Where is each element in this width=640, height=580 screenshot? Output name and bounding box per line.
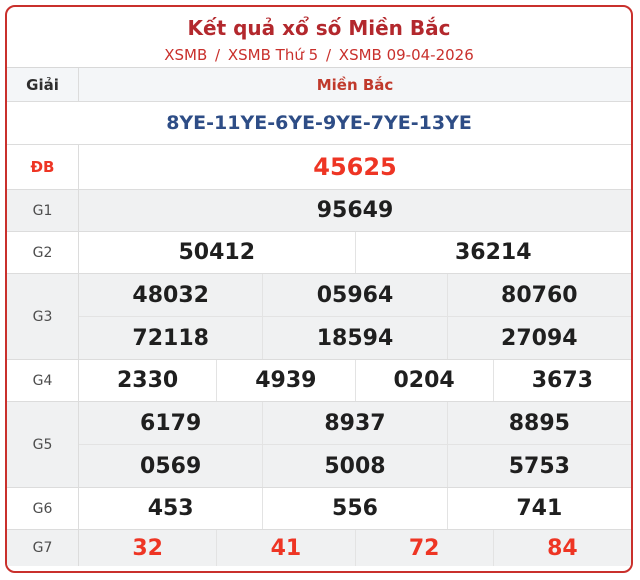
- prize-row-g5: G5 6179 8937 8895 0569 5008 5753: [7, 402, 631, 488]
- prize-label-g4: G4: [7, 360, 79, 401]
- breadcrumb-link-xsmb-date[interactable]: XSMB 09-04-2026: [338, 46, 474, 64]
- breadcrumb-separator: /: [325, 46, 332, 64]
- prize-number: 72: [356, 530, 494, 566]
- prize-label-g3: G3: [7, 274, 79, 359]
- prize-number: 0204: [356, 360, 494, 401]
- prize-number: 5753: [508, 453, 570, 479]
- prize-row-g7: G7 32 41 72 84: [7, 530, 631, 566]
- prize-number: 3673: [531, 368, 593, 393]
- prize-number: 36214: [454, 240, 532, 265]
- breadcrumb: XSMB / XSMB Thứ 5 / XSMB 09-04-2026: [7, 45, 631, 65]
- prize-number: 50412: [79, 232, 356, 273]
- prize-number: 453: [79, 488, 264, 529]
- prize-row-db: ĐB 45625: [7, 145, 631, 190]
- page-title: Kết quả xổ số Miền Bắc: [187, 16, 451, 40]
- column-header-giai: Giải: [7, 68, 79, 101]
- prize-number: 27094: [501, 325, 578, 351]
- results-header: Kết quả xổ số Miền Bắc XSMB / XSMB Thứ 5…: [7, 7, 631, 67]
- prize-number: 5008: [263, 445, 448, 487]
- prize-number: 48032: [79, 274, 264, 316]
- column-header-region: Miền Bắc: [316, 75, 394, 94]
- prize-number: 05964: [263, 274, 448, 316]
- prize-number: 6179: [79, 402, 264, 444]
- prize-number: 741: [516, 496, 563, 521]
- prize-label-g7: G7: [7, 530, 79, 566]
- breadcrumb-separator: /: [215, 46, 221, 64]
- prize-row-g3: G3 48032 05964 80760 72118 18594 27094: [7, 274, 631, 360]
- breadcrumb-link-xsmb-thu5[interactable]: XSMB Thứ 5: [227, 46, 319, 64]
- prize-row-g4: G4 2330 4939 0204 3673: [7, 360, 631, 402]
- lottery-results-card: Kết quả xổ số Miền Bắc XSMB / XSMB Thứ 5…: [5, 5, 633, 573]
- prize-number: 8937: [263, 402, 448, 444]
- prize-number: 18594: [263, 317, 448, 359]
- prize-number: 95649: [316, 198, 394, 223]
- breadcrumb-link-xsmb[interactable]: XSMB: [164, 46, 208, 64]
- prize-number: 32: [79, 530, 218, 566]
- prize-label-g5: G5: [7, 402, 79, 487]
- prize-label-g1: G1: [7, 190, 79, 231]
- table-header-row: Giải Miền Bắc: [7, 68, 631, 102]
- prize-number: 4939: [217, 360, 356, 401]
- prize-number: 45625: [313, 153, 397, 181]
- prize-row-g2: G2 50412 36214: [7, 232, 631, 274]
- prize-number: 556: [263, 488, 448, 529]
- loto-codes-text: 8YE-11YE-6YE-9YE-7YE-13YE: [166, 112, 472, 134]
- results-table: Giải Miền Bắc 8YE-11YE-6YE-9YE-7YE-13YE …: [7, 67, 631, 566]
- prize-label-db: ĐB: [7, 145, 79, 189]
- prize-row-g1: G1 95649: [7, 190, 631, 232]
- loto-codes-row: 8YE-11YE-6YE-9YE-7YE-13YE: [7, 102, 631, 145]
- prize-number: 72118: [79, 317, 264, 359]
- prize-number: 41: [217, 530, 356, 566]
- prize-number: 0569: [79, 445, 264, 487]
- prize-number: 2330: [79, 360, 218, 401]
- prize-number: 8895: [508, 410, 570, 436]
- prize-row-g6: G6 453 556 741: [7, 488, 631, 530]
- prize-label-g6: G6: [7, 488, 79, 529]
- prize-number: 80760: [501, 282, 578, 308]
- prize-number: 84: [547, 535, 578, 561]
- prize-label-g2: G2: [7, 232, 79, 273]
